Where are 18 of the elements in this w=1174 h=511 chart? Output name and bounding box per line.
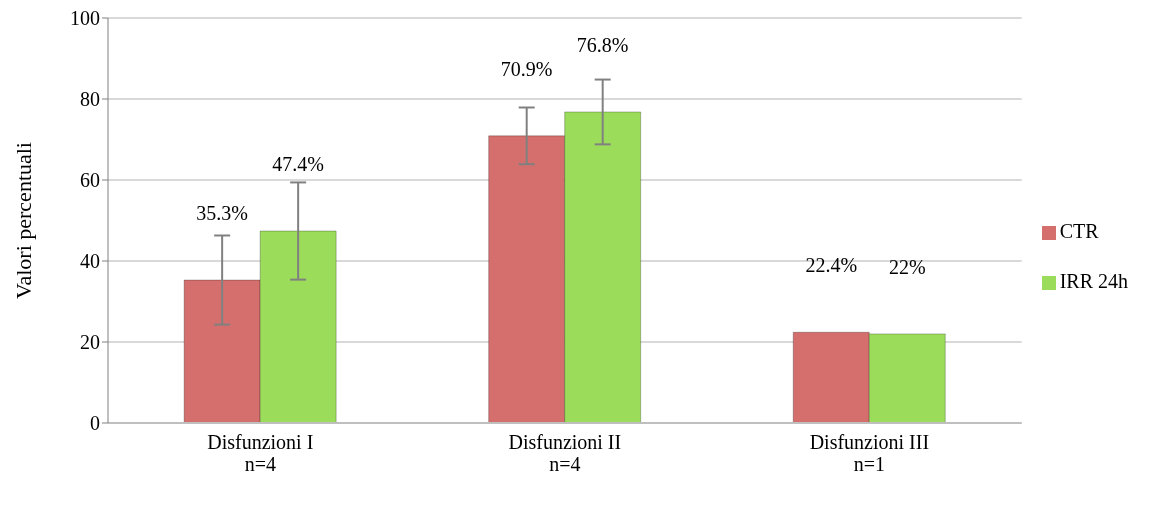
x-tick-label: Disfunzioni II n=4 (508, 431, 622, 475)
x-tick-label: Disfunzioni III n=1 (809, 431, 930, 475)
x-tick-label: Disfunzioni I n=4 (207, 431, 314, 475)
data-label: 22.4% (805, 254, 858, 277)
y-tick-label: 40 (80, 250, 100, 273)
y-tick-label: 60 (80, 169, 100, 192)
legend-label: IRR 24h (1059, 269, 1128, 292)
y-tick-label: 80 (80, 88, 100, 111)
data-label: 47.4% (272, 153, 324, 176)
y-tick-label: 100 (70, 7, 100, 30)
data-label: 22% (888, 255, 926, 278)
legend-label: CTR (1059, 219, 1099, 242)
y-tick-label: 0 (90, 412, 100, 435)
data-label: 76.8% (576, 33, 629, 56)
y-axis-title: Valori percentuali (10, 142, 36, 299)
y-tick-label: 20 (80, 331, 100, 354)
data-label: 70.9% (500, 57, 553, 80)
data-label: 35.3% (196, 202, 248, 225)
